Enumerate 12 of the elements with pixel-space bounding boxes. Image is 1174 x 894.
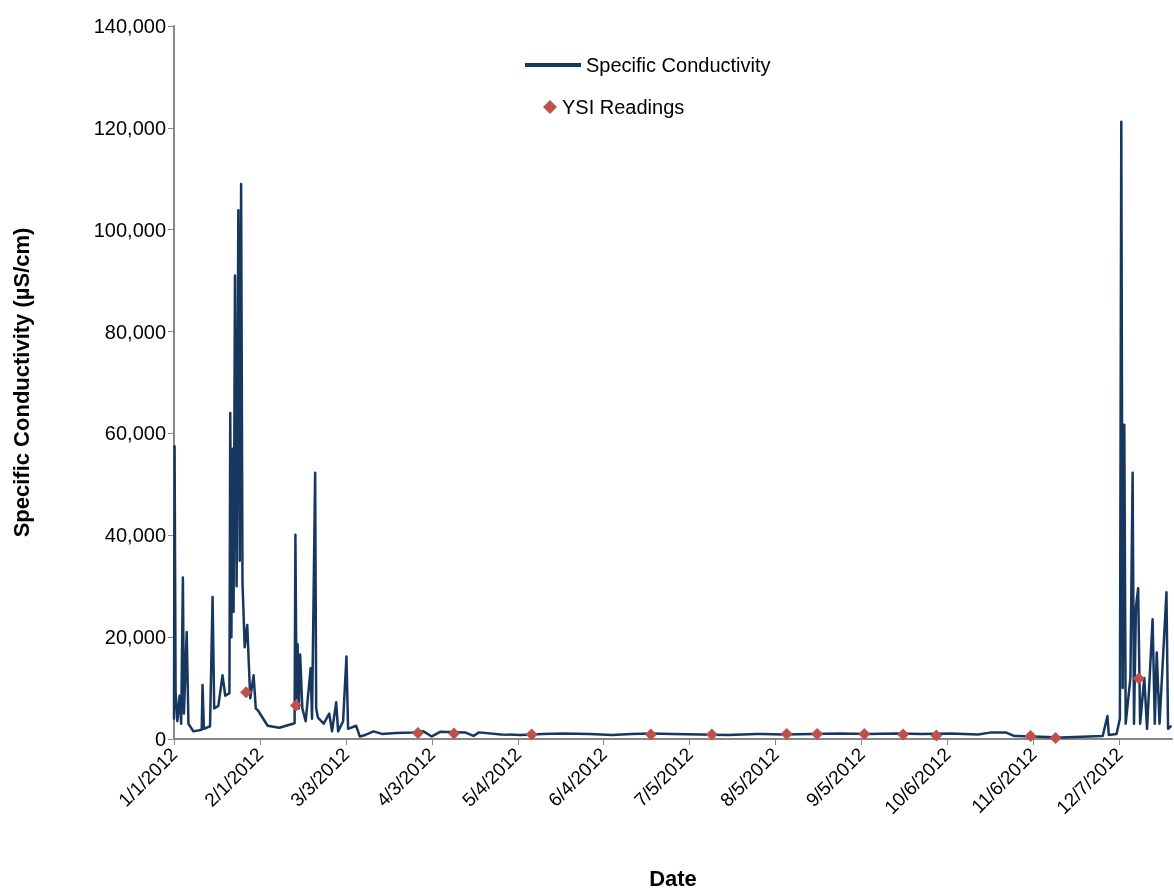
y-tick-label: 140,000 xyxy=(93,15,166,37)
y-tick-label: 100,000 xyxy=(93,218,166,241)
y-axis-title: Specific Conductivity (µS/cm) xyxy=(8,227,34,538)
legend-label: YSI Readings xyxy=(562,96,685,118)
y-tick-label: 20,000 xyxy=(104,626,166,649)
y-tick-label: 80,000 xyxy=(104,320,166,343)
y-tick-label: 0 xyxy=(154,728,166,750)
y-tick-label: 40,000 xyxy=(104,524,166,547)
y-tick-label: 60,000 xyxy=(104,422,166,445)
legend-label: Specific Conductivity xyxy=(586,54,771,76)
x-axis-title: Date xyxy=(649,865,697,891)
y-tick-label: 120,000 xyxy=(93,116,166,139)
